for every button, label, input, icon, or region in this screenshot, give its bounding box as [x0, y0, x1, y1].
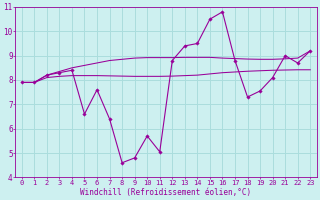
X-axis label: Windchill (Refroidissement éolien,°C): Windchill (Refroidissement éolien,°C): [80, 188, 252, 197]
